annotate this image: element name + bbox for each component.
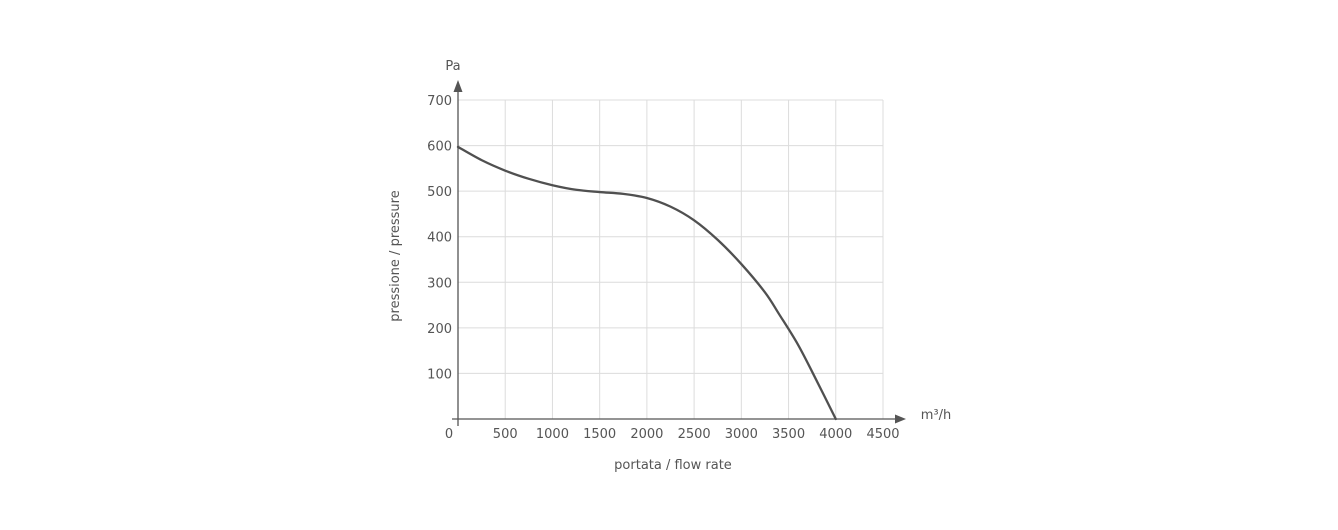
x-axis-title: portata / flow rate: [614, 458, 732, 473]
y-tick-label: 700: [427, 94, 452, 109]
x-tick-label: 3000: [725, 427, 758, 442]
x-tick-label: 4000: [819, 427, 852, 442]
x-unit-label: m³/h: [921, 408, 952, 423]
x-tick-labels: 0 500 1000 1500 2000 2500 3000 3500 4000 4500: [445, 427, 900, 442]
y-tick-label: 500: [427, 185, 452, 200]
y-tick-label: 400: [427, 231, 452, 246]
y-axis-arrow: [453, 80, 463, 92]
x-axis-arrow: [895, 414, 906, 424]
y-axis-title: pressione / pressure: [388, 190, 403, 321]
y-tick-label: 200: [427, 322, 452, 337]
y-tick-label: 100: [427, 367, 452, 382]
y-unit-label: Pa: [445, 59, 460, 74]
x-tick-label: 4500: [866, 427, 899, 442]
series-line: [456, 145, 837, 421]
y-tick-label: 600: [427, 140, 452, 155]
x-tick-label: 1500: [583, 427, 616, 442]
grid: [458, 99, 884, 419]
axes: [452, 80, 906, 426]
x-tick-label: 2500: [678, 427, 711, 442]
y-tick-labels: 100 200 300 400 500 600 700: [427, 94, 452, 382]
x-tick-label: 2000: [630, 427, 663, 442]
y-tick-label: 300: [427, 276, 452, 291]
x-tick-label: 3500: [772, 427, 805, 442]
x-tick-label: 0: [445, 427, 453, 442]
x-tick-label: 500: [493, 427, 518, 442]
x-tick-label: 1000: [536, 427, 569, 442]
